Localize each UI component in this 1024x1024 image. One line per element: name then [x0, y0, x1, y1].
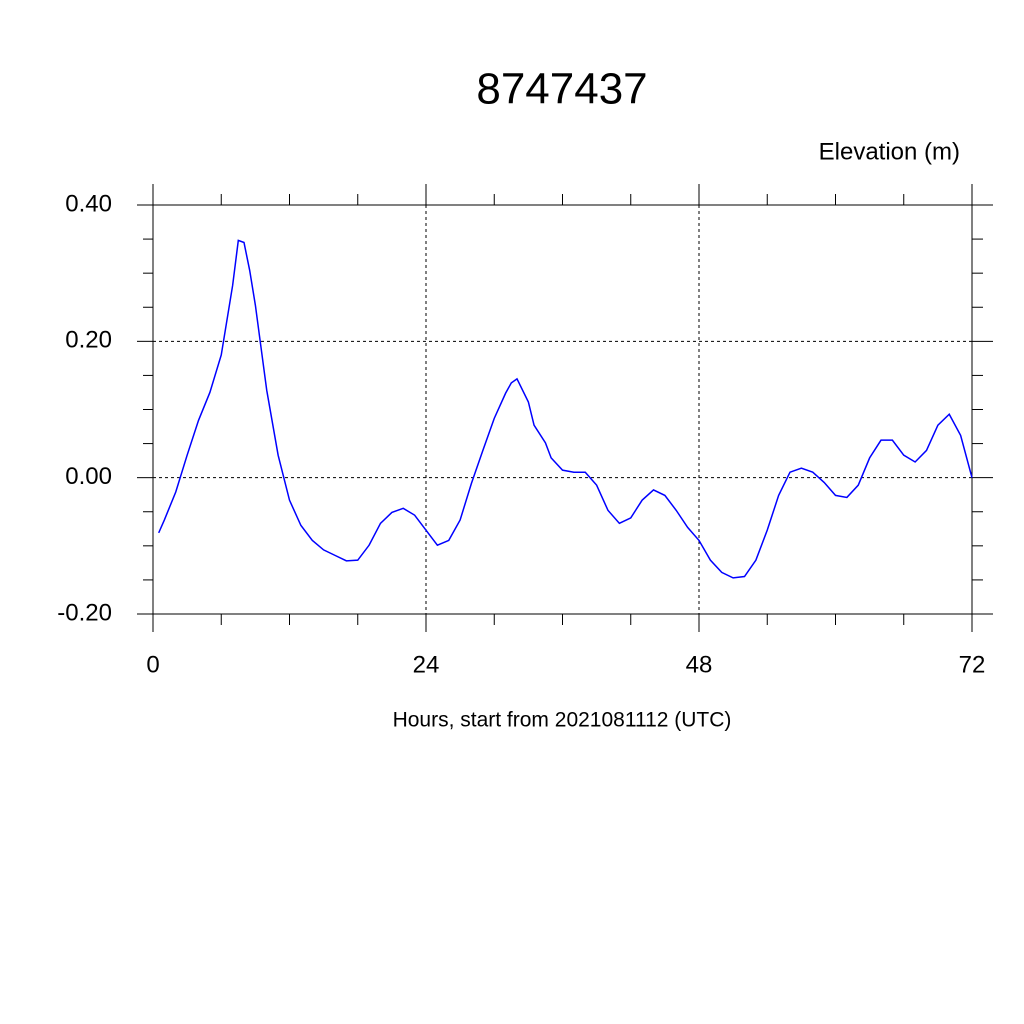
- x-tick-label: 48: [686, 651, 713, 678]
- chart-title: 8747437: [476, 65, 647, 114]
- y-tick-label: 0.20: [65, 327, 112, 354]
- x-tick-label: 0: [146, 651, 159, 678]
- y-tick-label: 0.40: [65, 190, 112, 217]
- x-tick-label: 72: [959, 651, 986, 678]
- x-axis-label: Hours, start from 2021081112 (UTC): [393, 709, 732, 732]
- y-tick-label: -0.20: [57, 599, 112, 626]
- y-tick-label: 0.00: [65, 463, 112, 490]
- x-tick-label: 24: [413, 651, 440, 678]
- data-line: [158, 239, 973, 579]
- y-axis-label: Elevation (m): [819, 138, 960, 165]
